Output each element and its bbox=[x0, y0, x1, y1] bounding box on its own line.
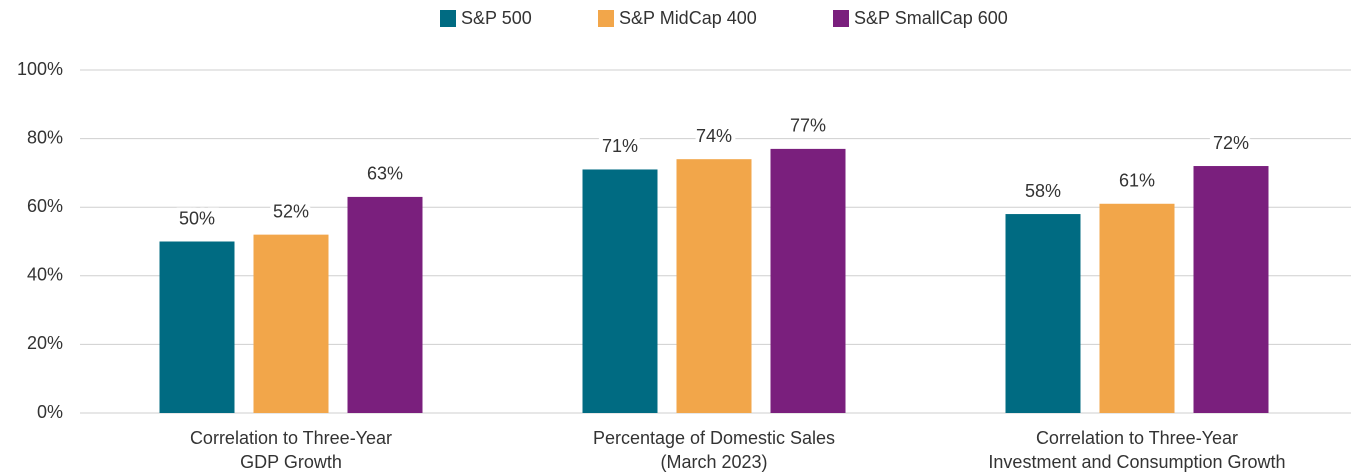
y-tick-label: 20% bbox=[27, 333, 63, 353]
y-tick-label: 40% bbox=[27, 265, 63, 285]
bar bbox=[676, 159, 752, 413]
legend-label: S&P MidCap 400 bbox=[619, 8, 757, 28]
value-label: 52% bbox=[273, 201, 309, 221]
value-label: 63% bbox=[367, 164, 403, 184]
y-tick-label: 80% bbox=[27, 127, 63, 147]
x-tick-label: Correlation to Three-Year Investment and… bbox=[988, 428, 1286, 472]
y-tick-label: 100% bbox=[17, 59, 63, 79]
bar bbox=[253, 234, 329, 413]
bar bbox=[1005, 214, 1081, 413]
x-tick-label: Correlation to Three-Year GDP Growth bbox=[189, 428, 393, 472]
y-tick-label: 0% bbox=[37, 402, 63, 422]
bar bbox=[1193, 166, 1269, 413]
value-label: 74% bbox=[696, 126, 732, 146]
bar bbox=[770, 148, 846, 413]
bar bbox=[1099, 203, 1175, 413]
x-tick-label: Percentage of Domestic Sales (March 2023… bbox=[592, 428, 836, 472]
legend-swatch bbox=[833, 10, 849, 27]
value-label: 58% bbox=[1025, 181, 1061, 201]
legend-label: S&P SmallCap 600 bbox=[854, 8, 1008, 28]
bar bbox=[582, 169, 658, 413]
value-label: 71% bbox=[602, 136, 638, 156]
value-label: 61% bbox=[1119, 171, 1155, 191]
bar bbox=[159, 241, 235, 413]
value-label: 77% bbox=[790, 116, 826, 136]
legend-swatch bbox=[440, 10, 456, 27]
value-label: 72% bbox=[1213, 133, 1249, 153]
y-tick-label: 60% bbox=[27, 196, 63, 216]
value-label: 50% bbox=[179, 208, 215, 228]
bar bbox=[347, 196, 423, 413]
legend-swatch bbox=[598, 10, 614, 27]
legend-label: S&P 500 bbox=[461, 8, 532, 28]
